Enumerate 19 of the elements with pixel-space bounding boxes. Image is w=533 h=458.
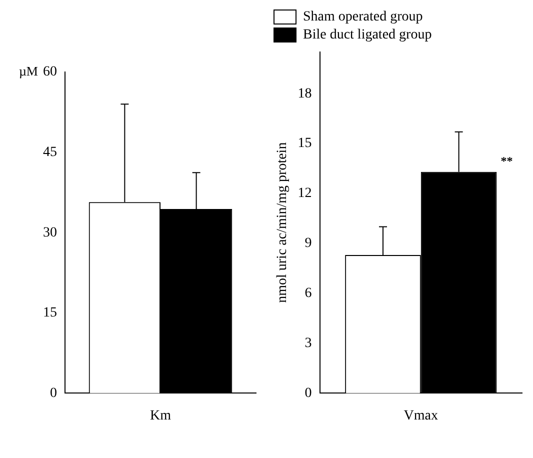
- y-axis-title: nmol uric ac/min/mg protein: [275, 142, 290, 303]
- y-tick-label: 0: [304, 386, 312, 401]
- y-axis-title: µM: [18, 63, 38, 78]
- legend-label: Sham operated group: [303, 10, 423, 25]
- y-tick-label: 6: [304, 286, 312, 302]
- y-tick-label: 12: [298, 186, 312, 202]
- y-tick-label: 3: [304, 336, 312, 351]
- y-tick-label: 30: [43, 225, 57, 240]
- text: **: [500, 154, 513, 168]
- y-tick-label: 45: [43, 144, 57, 160]
- y-tick-label: 9: [304, 236, 312, 252]
- y-tick-label: 60: [43, 64, 57, 80]
- y-tick-label: 18: [298, 86, 312, 102]
- y-tick-label: 15: [298, 136, 312, 152]
- y-tick-label: 0: [50, 386, 57, 401]
- y-tick-label: 15: [43, 306, 57, 321]
- legend-label: Bile duct ligated group: [303, 28, 432, 43]
- x-tick-label: Vmax: [404, 408, 438, 424]
- x-tick-label: Km: [150, 408, 172, 424]
